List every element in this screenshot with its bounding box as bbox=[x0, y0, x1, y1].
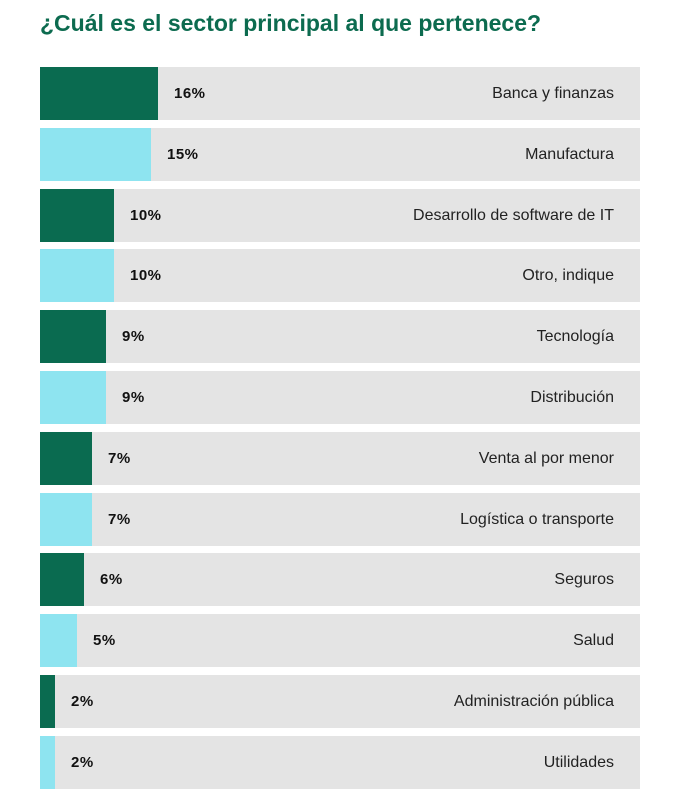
bar bbox=[40, 371, 106, 424]
category-label: Desarrollo de software de IT bbox=[413, 206, 614, 224]
bar-row: 2% Utilidades bbox=[40, 735, 640, 789]
bar-row: 7% Venta al por menor bbox=[40, 431, 640, 485]
bar-row: 10% Otro, indique bbox=[40, 249, 640, 303]
bar bbox=[40, 553, 84, 607]
value-label: 5% bbox=[93, 632, 116, 650]
bar-row: 9% Distribución bbox=[40, 371, 640, 424]
bar bbox=[40, 735, 55, 789]
category-label: Tecnología bbox=[536, 328, 614, 346]
category-label: Seguros bbox=[554, 571, 614, 589]
bar-row: 10% Desarrollo de software de IT bbox=[40, 188, 640, 242]
bar-row: 16% Banca y finanzas bbox=[40, 67, 640, 120]
category-label: Distribución bbox=[530, 389, 614, 406]
category-label: Otro, indique bbox=[522, 267, 614, 285]
bar bbox=[40, 675, 55, 728]
bar-row: 7% Logística o transporte bbox=[40, 492, 640, 546]
category-label: Utilidades bbox=[543, 753, 614, 771]
bar bbox=[40, 431, 92, 485]
value-label: 16% bbox=[174, 85, 206, 102]
bar bbox=[40, 188, 114, 242]
bar-row: 6% Seguros bbox=[40, 553, 640, 607]
category-label: Venta al por menor bbox=[478, 449, 614, 467]
bar bbox=[40, 492, 92, 546]
value-label: 9% bbox=[122, 328, 145, 346]
bar bbox=[40, 249, 114, 303]
bar-chart: 16% Banca y finanzas 15% Manufactura 10% Desa… bbox=[40, 67, 640, 789]
value-label: 7% bbox=[108, 449, 131, 467]
bar-row: 9% Tecnología bbox=[40, 310, 640, 364]
category-label: Administración pública bbox=[453, 693, 614, 710]
category-label: Manufactura bbox=[525, 145, 614, 163]
value-label: 15% bbox=[167, 145, 199, 163]
value-label: 10% bbox=[130, 206, 162, 224]
bar-row: 15% Manufactura bbox=[40, 127, 640, 181]
value-label: 10% bbox=[130, 267, 162, 285]
bar bbox=[40, 127, 151, 181]
category-label: Banca y finanzas bbox=[492, 85, 614, 102]
value-label: 2% bbox=[71, 693, 94, 710]
value-label: 9% bbox=[122, 389, 145, 406]
value-label: 7% bbox=[108, 510, 131, 528]
value-label: 2% bbox=[71, 753, 94, 771]
chart-title: ¿Cuál es el sector principal al que pert… bbox=[40, 10, 542, 36]
category-label: Salud bbox=[573, 632, 614, 650]
bar bbox=[40, 614, 77, 668]
bar bbox=[40, 310, 106, 364]
bar bbox=[40, 67, 158, 120]
category-label: Logística o transporte bbox=[460, 510, 614, 528]
bar-row: 2% Administración pública bbox=[40, 675, 640, 728]
value-label: 6% bbox=[100, 571, 123, 589]
bar-row: 5% Salud bbox=[40, 614, 640, 668]
